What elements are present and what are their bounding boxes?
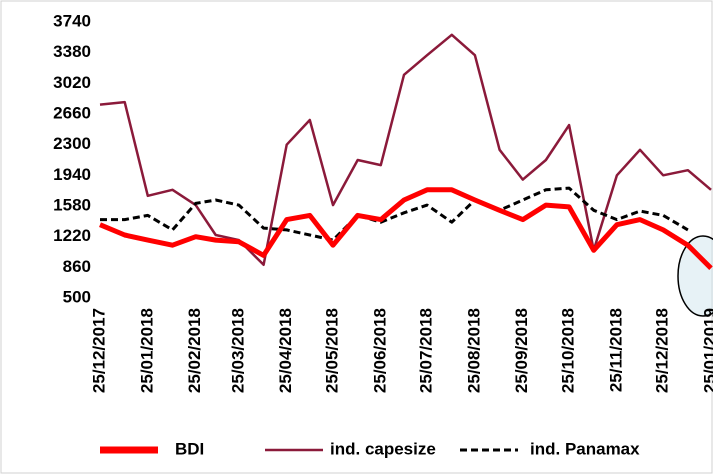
y-tick-label: 1580: [53, 195, 91, 214]
x-tick-label: 25/07/2018: [417, 308, 436, 393]
highlight-ellipse: [677, 235, 713, 317]
legend-label: ind. capesize: [330, 439, 436, 458]
x-tick-label: 25/01/2018: [137, 308, 156, 393]
y-tick-label: 1220: [53, 226, 91, 245]
y-tick-label: 3740: [53, 11, 91, 30]
legend-label: ind. Panamax: [530, 439, 640, 458]
series-line: [99, 187, 713, 270]
x-tick-label: 25/06/2018: [370, 308, 389, 393]
x-tick-label: 25/01/2019: [700, 308, 713, 393]
y-tick-label: 1940: [53, 165, 91, 184]
y-tick-label: 860: [63, 257, 91, 276]
x-tick-label: 25/03/2018: [228, 308, 247, 393]
x-tick-label: 25/12/2017: [89, 308, 108, 393]
x-tick-label: 25/10/2018: [559, 308, 578, 393]
y-tick-label: 3020: [53, 73, 91, 92]
series-line: [99, 33, 712, 267]
x-tick-label: 25/05/2018: [322, 308, 341, 393]
y-tick-label: 3380: [53, 42, 91, 61]
x-tick-label: 25/09/2018: [512, 308, 531, 393]
x-tick-label: 25/02/2018: [185, 308, 204, 393]
x-tick-label: 25/08/2018: [464, 308, 483, 393]
legend-label: BDI: [175, 439, 204, 458]
x-tick-label: 25/04/2018: [276, 308, 295, 393]
series-line: [100, 186, 689, 242]
y-tick-label: 2660: [53, 103, 91, 122]
y-tick-label: 500: [63, 287, 91, 306]
x-tick-label: 25/12/2018: [653, 308, 672, 393]
y-tick-label: 2300: [53, 134, 91, 153]
x-tick-label: 25/11/2018: [606, 308, 625, 392]
